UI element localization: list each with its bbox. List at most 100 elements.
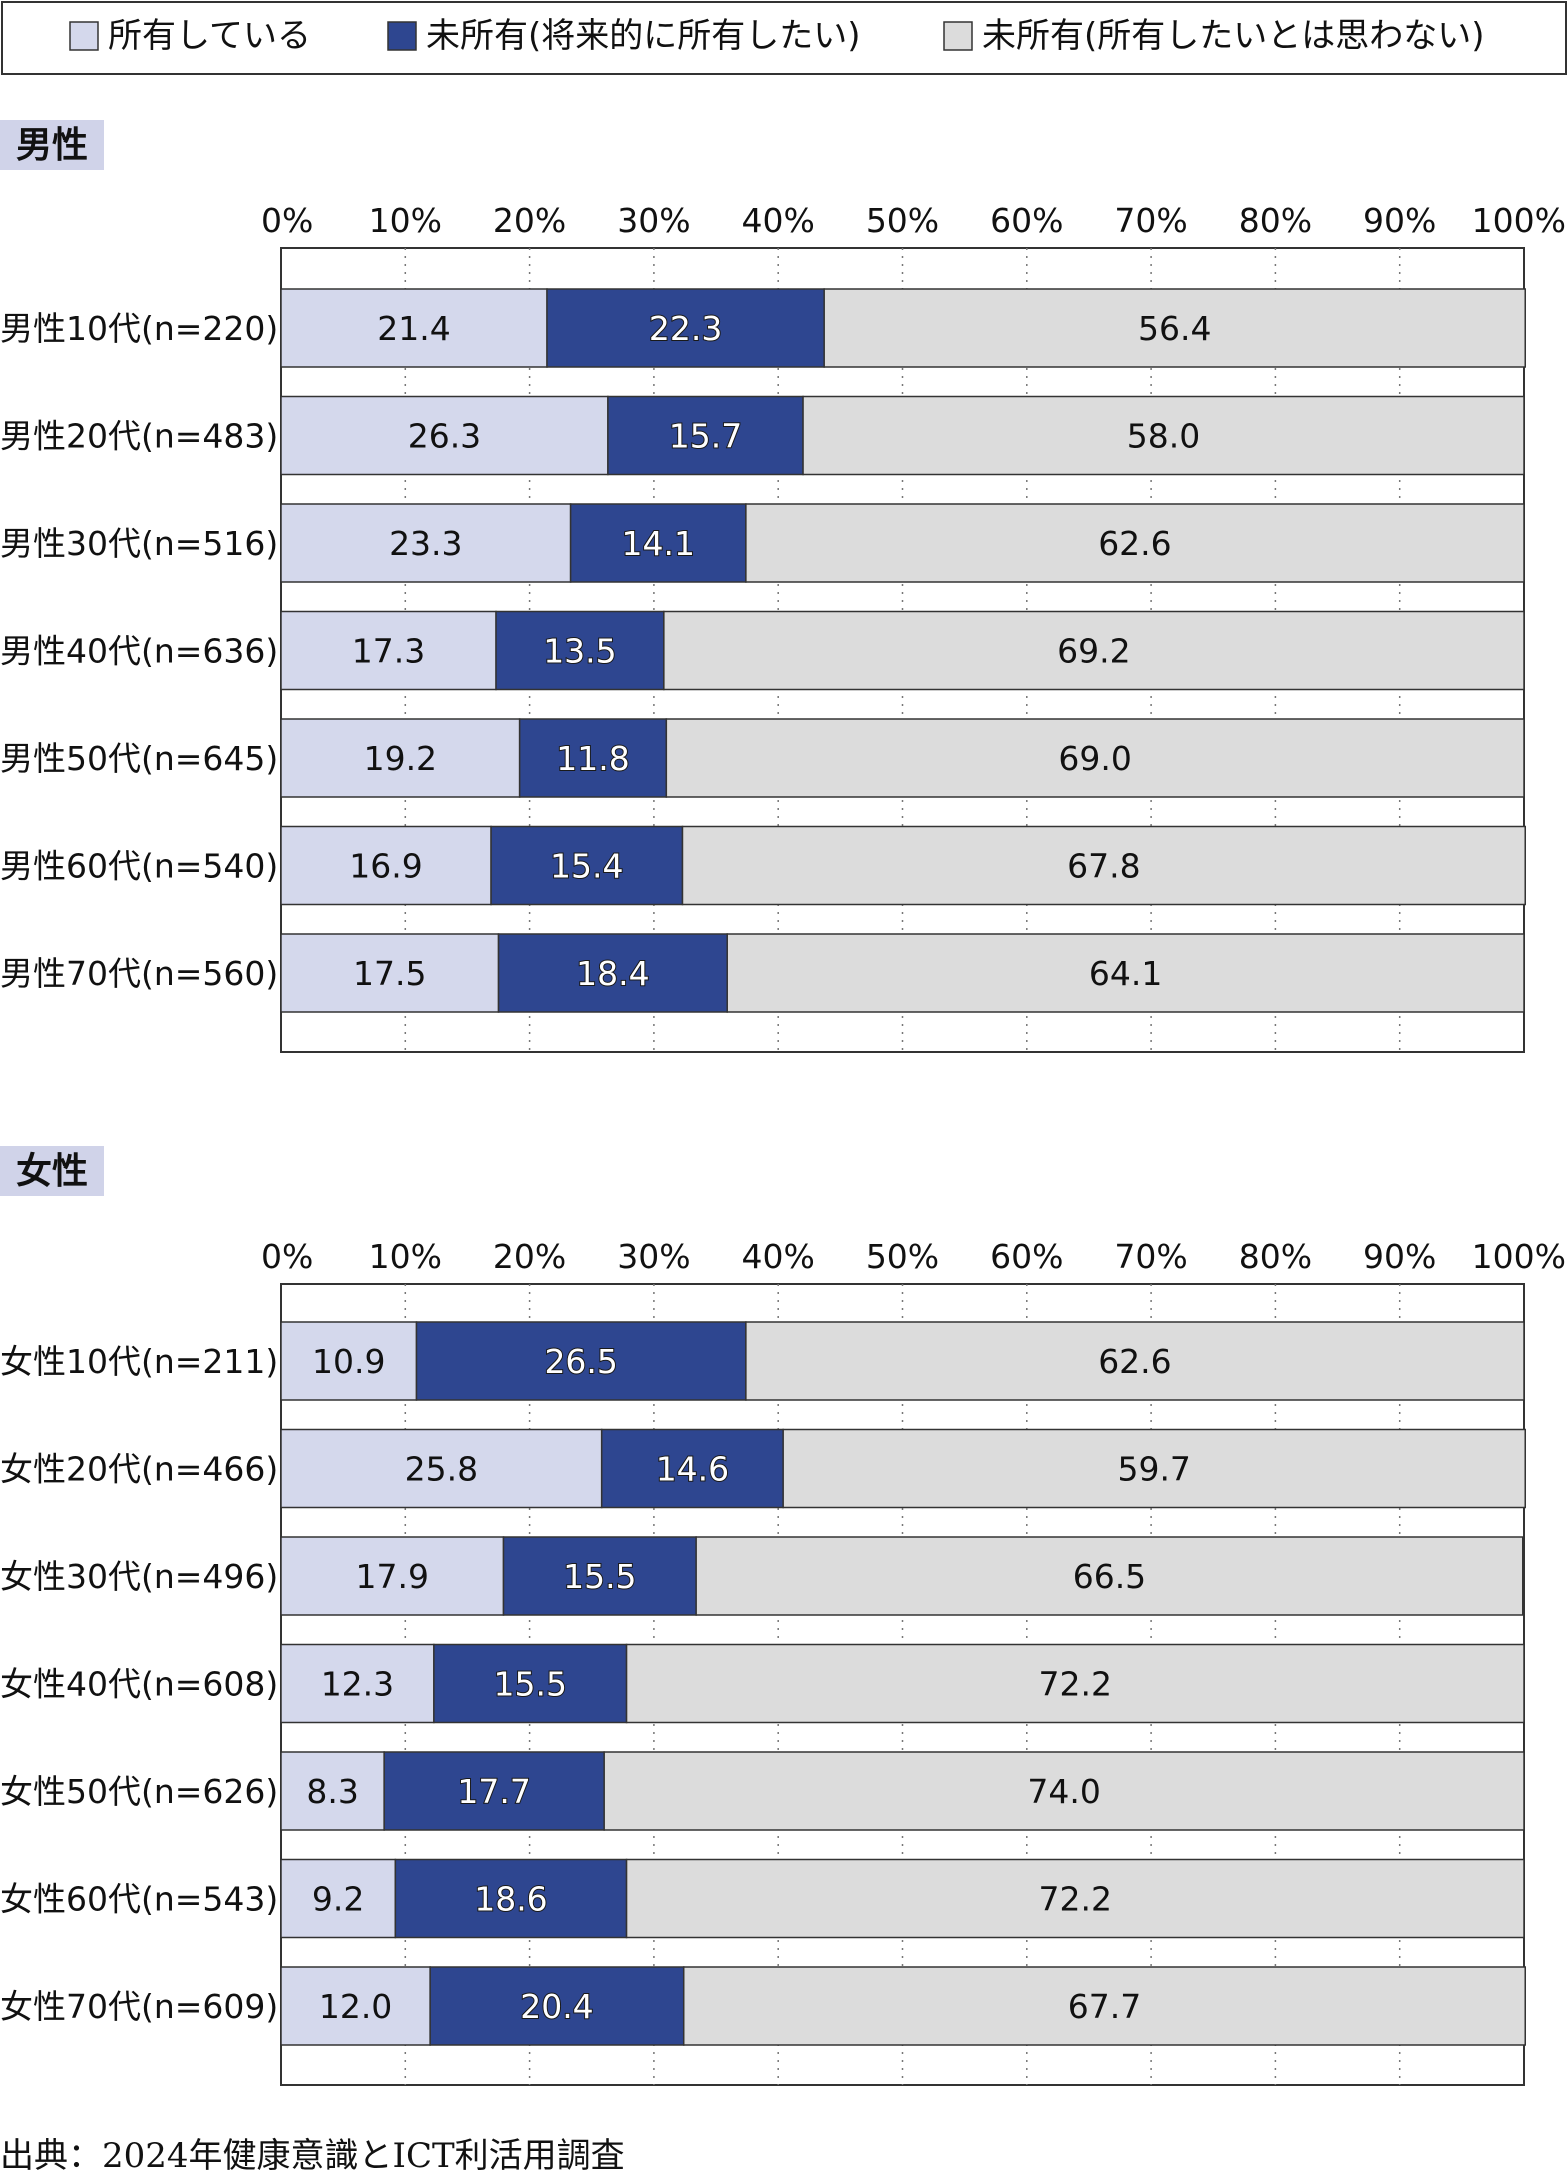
legend-label-want: 未所有(将来的に所有したい) (426, 16, 861, 56)
legend-swatch-owned (69, 21, 99, 51)
data-label: 18.4 (576, 954, 649, 993)
data-label: 69.0 (1058, 739, 1131, 778)
data-label: 15.5 (563, 1557, 636, 1596)
data-label: 23.3 (389, 524, 462, 563)
data-label: 74.0 (1027, 1772, 1100, 1811)
bar-segment (546, 288, 825, 368)
data-label: 26.5 (544, 1342, 617, 1381)
tick-label: 50% (866, 201, 939, 240)
category-label: 女性20代(n=466) (0, 1450, 278, 1489)
data-label: 15.4 (550, 847, 623, 886)
tick-label: 10% (369, 1237, 442, 1276)
tick-label: 90% (1363, 201, 1436, 240)
data-label: 18.6 (474, 1880, 547, 1919)
bar-segment (518, 718, 668, 798)
data-label: 56.4 (1138, 309, 1211, 348)
data-label: 25.8 (405, 1450, 478, 1489)
data-label: 22.3 (649, 309, 722, 348)
bar-segment (782, 1428, 1526, 1509)
bar-segment (280, 1428, 603, 1509)
bar-segment (681, 825, 1526, 906)
tick-label: 30% (617, 201, 690, 240)
data-label: 14.6 (656, 1450, 729, 1489)
tick-label: 60% (990, 201, 1063, 240)
data-label: 17.9 (356, 1557, 429, 1596)
bar-segment (280, 1858, 397, 1939)
tick-label: 30% (617, 1237, 690, 1276)
tick-label: 0% (261, 201, 313, 240)
data-label: 15.7 (669, 417, 742, 456)
data-label: 8.3 (306, 1772, 358, 1811)
data-label: 26.3 (408, 417, 481, 456)
bar-segment (607, 395, 804, 476)
data-label: 72.2 (1039, 1880, 1112, 1919)
data-label: 12.0 (319, 1987, 392, 2026)
legend-swatch-want (387, 21, 417, 51)
legend-box (1, 1, 1567, 75)
data-label: 9.2 (312, 1880, 364, 1919)
legend-label-owned: 所有している (108, 16, 311, 56)
tick-label: 70% (1114, 201, 1187, 240)
data-label: 64.1 (1089, 954, 1162, 993)
bar-segment (745, 1321, 1525, 1401)
tick-label: 40% (742, 201, 815, 240)
bar-segment (280, 395, 609, 476)
tick-label: 20% (493, 1237, 566, 1276)
bar-segment (600, 1428, 784, 1509)
bar-segment (415, 1321, 747, 1401)
data-label: 69.2 (1057, 632, 1130, 671)
tick-label: 80% (1239, 201, 1312, 240)
section-header-bg (0, 1146, 104, 1196)
tick-label: 20% (493, 201, 566, 240)
data-label: 62.6 (1098, 1342, 1171, 1381)
bar-segment (603, 1751, 1525, 1831)
bar-segment (280, 825, 492, 906)
legend-item-want: 未所有(将来的に所有したい) (387, 16, 861, 56)
data-label: 15.5 (493, 1665, 566, 1704)
tick-label: 50% (866, 1237, 939, 1276)
data-label: 21.4 (377, 309, 450, 348)
bar-segment (823, 288, 1526, 368)
bar-segment (665, 718, 1525, 798)
tick-label: 80% (1239, 1237, 1312, 1276)
bar-segment (280, 1643, 435, 1724)
bar-segment (726, 933, 1525, 1013)
data-label: 13.5 (543, 632, 616, 671)
legend-item-not_want: 未所有(所有したいとは思わない) (943, 16, 1485, 56)
tick-label: 40% (742, 1237, 815, 1276)
panel-1: 男性 0% 10% 20% 30% 40% 50% 60% 70% 80% 90% 100% 男性10代… (0, 120, 1566, 1053)
category-label: 男性50代(n=645) (0, 739, 278, 778)
category-label: 男性30代(n=516) (0, 524, 278, 563)
category-label: 男性20代(n=483) (0, 417, 278, 456)
tick-label: 90% (1363, 1237, 1436, 1276)
bar-segment (280, 1751, 385, 1831)
legend-item-owned: 所有している (69, 16, 311, 56)
data-label: 11.8 (556, 739, 629, 778)
bar-segment (280, 718, 521, 798)
data-label: 59.7 (1117, 1450, 1190, 1489)
bar-segment (682, 1966, 1526, 2046)
category-label: 女性70代(n=609) (0, 1987, 278, 2026)
category-label: 男性10代(n=220) (0, 309, 278, 348)
bar-segment (625, 1643, 1525, 1724)
tick-label: 0% (261, 1237, 313, 1276)
bar-segment (695, 1536, 1524, 1616)
category-label: 男性40代(n=636) (0, 632, 278, 671)
legend-swatch-not_want (943, 21, 973, 51)
bar-segment (433, 1643, 628, 1724)
category-label: 男性60代(n=540) (0, 847, 278, 886)
bar-segment (625, 1858, 1525, 1939)
data-label: 67.8 (1067, 847, 1140, 886)
bar-segment (502, 1536, 697, 1616)
data-label: 19.2 (364, 739, 437, 778)
bar-segment (280, 288, 548, 368)
data-label: 67.7 (1068, 1987, 1141, 2026)
bar-segment (394, 1858, 628, 1939)
bar-segment (280, 610, 497, 691)
tick-label: 70% (1114, 1237, 1187, 1276)
legend-label-not_want: 未所有(所有したいとは思わない) (982, 16, 1485, 56)
tick-label: 100% (1472, 1237, 1566, 1276)
category-label: 女性40代(n=608) (0, 1665, 278, 1704)
